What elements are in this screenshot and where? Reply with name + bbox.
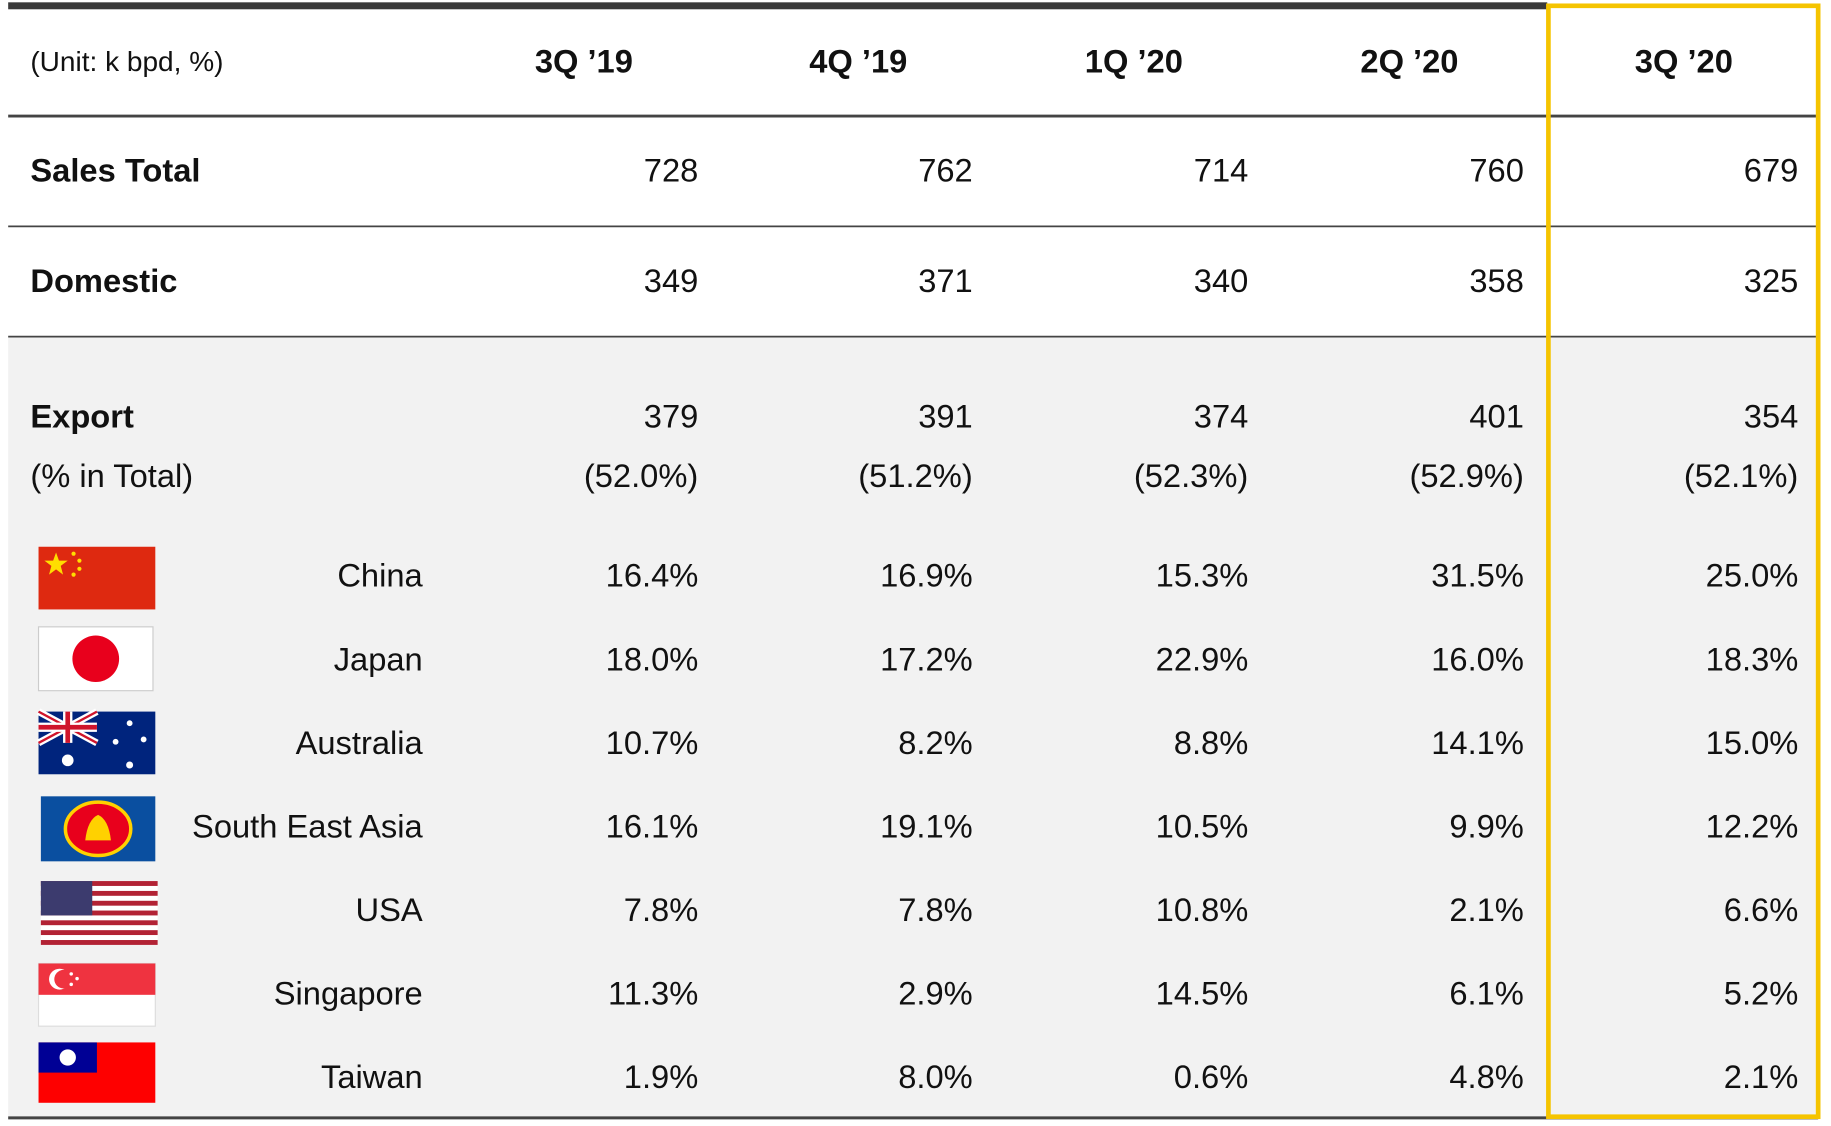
row-label: Export [30,398,134,435]
cell: 31.5% [1431,557,1524,594]
cell: 7.8% [898,891,972,928]
flag-asean [40,796,156,862]
cell: 10.8% [1156,891,1249,928]
cell: 374 [1194,398,1249,435]
top-border [8,2,1548,10]
flag-singapore [37,962,156,1027]
flag-japan [37,626,154,692]
cell: 760 [1469,152,1524,189]
cell: 16.4% [606,557,699,594]
cell: 16.1% [606,808,699,845]
cell: 25.0% [1706,557,1799,594]
cell: 8.2% [898,724,972,761]
cell: 349 [644,262,699,299]
cell: 1.9% [624,1058,698,1095]
country-name: South East Asia [192,808,424,845]
cell: 4.8% [1449,1058,1523,1095]
highlight-box [1546,3,1821,1120]
flag-usa [40,881,158,945]
cell: 18.0% [606,640,699,677]
country-name: Japan [334,640,423,677]
country-name: USA [356,891,423,928]
country-name: China [337,557,423,594]
cell: 14.1% [1431,724,1524,761]
cell: 9.9% [1449,808,1523,845]
country-name: Singapore [274,975,423,1012]
cell: 679 [1744,152,1799,189]
cell: 8.8% [1174,724,1248,761]
cell: 728 [644,152,699,189]
cell: 0.6% [1174,1058,1248,1095]
cell: 5.2% [1724,975,1798,1012]
cell: 2.9% [898,975,972,1012]
export-background [8,336,1819,1117]
cell: 7.8% [624,891,698,928]
row-label: Domestic [30,262,177,299]
cell: 379 [644,398,699,435]
cell: 19.1% [880,808,973,845]
cell: 15.3% [1156,557,1249,594]
cell: 371 [918,262,973,299]
cell: 325 [1744,262,1799,299]
cell: 10.7% [606,724,699,761]
column-header: 3Q ’20 [1635,43,1733,80]
cell: (52.9%) [1409,457,1523,494]
country-name: Taiwan [321,1058,423,1095]
cell: 6.6% [1724,891,1798,928]
cell: 8.0% [898,1058,972,1095]
cell: 354 [1744,398,1799,435]
cell: 2.1% [1724,1058,1798,1095]
row-label: Sales Total [30,152,200,189]
cell: (52.3%) [1134,457,1248,494]
row-label: (% in Total) [30,457,193,494]
flag-china [38,546,156,610]
country-name: Australia [296,724,424,761]
column-header: 1Q ’20 [1085,43,1183,80]
cell: 22.9% [1156,640,1249,677]
cell: 401 [1469,398,1524,435]
cell: 6.1% [1449,975,1523,1012]
cell: (51.2%) [858,457,972,494]
cell: 358 [1469,262,1524,299]
cell: 2.1% [1449,891,1523,928]
cell: 14.5% [1156,975,1249,1012]
cell: (52.1%) [1684,457,1798,494]
cell: 391 [918,398,973,435]
cell: 714 [1194,152,1249,189]
column-header: 4Q ’19 [809,43,907,80]
cell: (52.0%) [584,457,698,494]
cell: 16.0% [1431,640,1524,677]
cell: 15.0% [1706,724,1799,761]
column-header: 3Q ’19 [535,43,633,80]
unit-label: (Unit: k bpd, %) [30,46,223,77]
cell: 11.3% [608,975,698,1012]
cell: 18.3% [1706,640,1799,677]
flag-australia [36,708,156,775]
cell: 16.9% [880,557,973,594]
cell: 17.2% [880,640,973,677]
column-header: 2Q ’20 [1360,43,1458,80]
cell: 762 [918,152,973,189]
cell: 10.5% [1156,808,1249,845]
cell: 12.2% [1706,808,1799,845]
cell: 340 [1194,262,1249,299]
flag-taiwan [38,1042,156,1103]
